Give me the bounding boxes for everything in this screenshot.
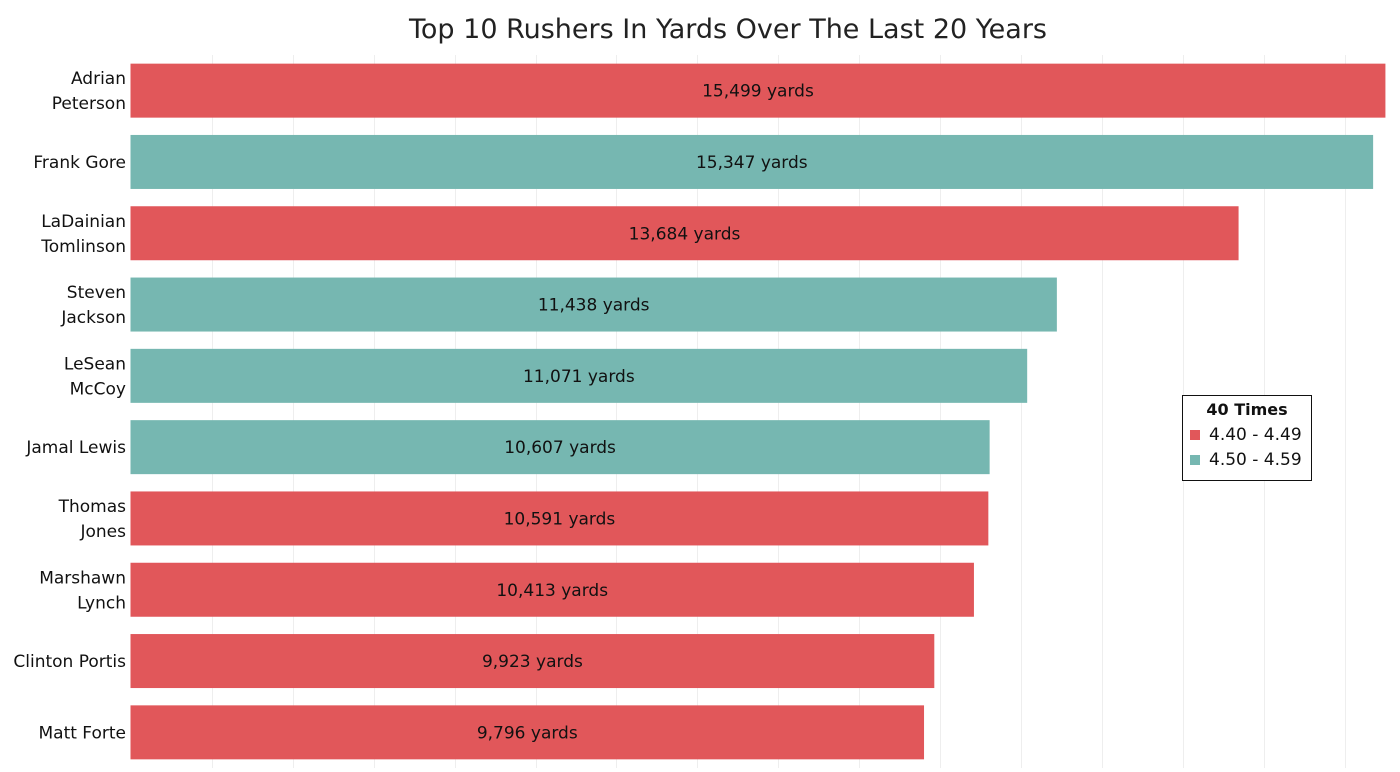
bar-lesean-mccoy — [130, 348, 1028, 403]
data-label-ladainian-tomlinson: 13,684 yards — [629, 224, 741, 244]
bar-clinton-portis — [130, 634, 935, 689]
data-label-jamal-lewis: 10,607 yards — [504, 438, 616, 458]
data-label-thomas-jones: 10,591 yards — [504, 509, 616, 529]
bar-steven-jackson — [130, 277, 1057, 332]
category-label-jamal-lewis: Jamal Lewis — [25, 438, 126, 458]
legend-item-4-40: 4.40 - 4.49 — [1190, 422, 1311, 447]
data-label-marshawn-lynch: 10,413 yards — [496, 581, 608, 601]
data-label-frank-gore: 15,347 yards — [696, 153, 808, 173]
legend-swatch-teal — [1190, 454, 1200, 465]
bar-thomas-jones — [130, 491, 989, 546]
category-label-matt-forte: Matt Forte — [38, 723, 126, 743]
category-labels: Adrian Peterson Frank Gore LaDainian Tomlins… — [13, 69, 126, 743]
category-label-ladainian-tomlinson: LaDainian Tomlinson — [40, 212, 126, 257]
data-label-lesean-mccoy: 11,071 yards — [523, 367, 635, 387]
data-labels: 15,499 yards 15,347 yards 13,684 yards 11,4… — [477, 82, 814, 744]
data-label-matt-forte: 9,796 yards — [477, 723, 578, 743]
bar-jamal-lewis — [130, 420, 990, 475]
category-label-adrian-peterson: Adrian Peterson — [52, 69, 126, 114]
bar-frank-gore — [130, 134, 1374, 189]
category-label-marshawn-lynch: Marshawn Lynch — [39, 568, 126, 613]
chart-title: Top 10 Rushers In Yards Over The Last 20… — [408, 14, 1047, 45]
legend-swatch-red — [1190, 429, 1200, 440]
legend-title: 40 Times — [1206, 400, 1288, 419]
legend-label-4-50: 4.50 - 4.59 — [1209, 449, 1302, 470]
legend: 40 Times 4.40 - 4.49 4.50 - 4.59 — [1182, 395, 1312, 481]
bar-marshawn-lynch — [130, 562, 974, 617]
bar-matt-forte — [130, 705, 925, 760]
category-label-clinton-portis: Clinton Portis — [13, 652, 126, 672]
bar-adrian-peterson — [130, 63, 1386, 118]
data-label-clinton-portis: 9,923 yards — [482, 652, 583, 672]
data-label-steven-jackson: 11,438 yards — [538, 296, 650, 316]
category-label-thomas-jones: Thomas Jones — [58, 497, 127, 542]
category-label-steven-jackson: Steven Jackson — [60, 283, 126, 328]
bars — [130, 63, 1386, 760]
category-label-lesean-mccoy: LeSean McCoy — [64, 354, 126, 399]
bar-ladainian-tomlinson — [130, 206, 1239, 261]
legend-item-4-50: 4.50 - 4.59 — [1190, 447, 1311, 472]
category-label-frank-gore: Frank Gore — [33, 153, 126, 173]
data-label-adrian-peterson: 15,499 yards — [702, 82, 814, 102]
legend-label-4-40: 4.40 - 4.49 — [1209, 424, 1302, 445]
